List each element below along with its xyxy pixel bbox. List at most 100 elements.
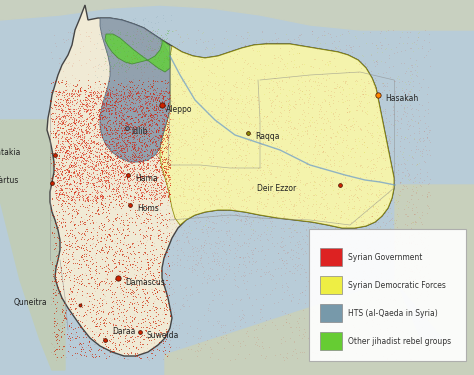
Point [56, 149, 64, 155]
Point [49, 211, 56, 217]
Point [306, 306, 314, 312]
Point [99, 194, 107, 200]
Point [62, 148, 70, 154]
Point [152, 105, 159, 111]
Point [330, 84, 338, 90]
Point [368, 294, 376, 300]
Point [139, 80, 147, 86]
Point [81, 322, 89, 328]
Point [323, 159, 330, 165]
Point [67, 148, 74, 154]
Point [84, 122, 91, 128]
Point [127, 176, 135, 182]
Point [416, 135, 424, 141]
Point [178, 39, 186, 45]
Point [86, 83, 93, 89]
Point [298, 350, 306, 355]
Point [282, 316, 290, 322]
Point [101, 140, 109, 146]
Point [412, 143, 420, 149]
Point [119, 226, 127, 232]
Point [230, 238, 237, 244]
Point [124, 173, 131, 179]
Point [141, 322, 149, 328]
Point [406, 88, 414, 94]
Point [358, 278, 365, 284]
Point [197, 252, 205, 258]
Point [239, 311, 247, 317]
Point [156, 304, 164, 310]
Point [107, 317, 115, 323]
Point [125, 97, 133, 103]
Point [101, 227, 109, 233]
Point [238, 98, 246, 104]
Point [98, 159, 106, 165]
Point [73, 135, 81, 141]
Point [148, 94, 156, 100]
Point [136, 41, 143, 47]
Point [163, 166, 171, 172]
Point [114, 69, 121, 75]
Point [129, 108, 137, 114]
Point [91, 91, 98, 97]
Point [106, 100, 114, 106]
Point [320, 189, 328, 195]
Point [268, 220, 275, 226]
Point [123, 173, 131, 179]
Point [53, 182, 60, 188]
Point [148, 181, 156, 187]
Point [139, 175, 146, 181]
Point [90, 154, 97, 160]
Point [149, 84, 156, 90]
Point [156, 144, 164, 150]
Point [145, 225, 152, 231]
Point [219, 204, 226, 210]
Point [310, 308, 317, 314]
Point [341, 334, 348, 340]
Point [67, 106, 75, 112]
Point [183, 330, 191, 336]
Point [118, 159, 126, 165]
Point [237, 33, 245, 39]
Polygon shape [47, 5, 394, 356]
Point [366, 297, 374, 303]
Point [165, 172, 173, 178]
Point [83, 333, 91, 339]
Point [119, 158, 127, 164]
Point [318, 215, 326, 221]
Point [106, 183, 113, 189]
Point [130, 186, 137, 192]
Point [245, 197, 253, 203]
Point [176, 69, 184, 75]
Point [309, 182, 317, 188]
Point [114, 160, 122, 166]
Point [153, 134, 161, 140]
Point [242, 206, 249, 212]
Point [203, 172, 210, 178]
Point [70, 275, 77, 281]
Point [316, 211, 324, 217]
Point [80, 106, 88, 112]
Point [59, 148, 66, 154]
Point [83, 164, 91, 170]
Point [92, 161, 100, 167]
Point [357, 162, 365, 168]
Point [165, 162, 173, 168]
Point [183, 207, 191, 213]
Point [120, 164, 128, 170]
Point [134, 174, 142, 180]
Point [229, 82, 237, 88]
Point [55, 248, 62, 254]
Point [207, 354, 214, 360]
Point [99, 87, 107, 93]
Point [58, 190, 65, 196]
Point [106, 91, 113, 97]
Point [65, 340, 73, 346]
Point [165, 200, 173, 206]
Point [267, 102, 274, 108]
Point [418, 148, 426, 154]
Point [236, 313, 243, 319]
Point [152, 13, 160, 20]
Point [152, 188, 159, 194]
Point [233, 148, 240, 154]
